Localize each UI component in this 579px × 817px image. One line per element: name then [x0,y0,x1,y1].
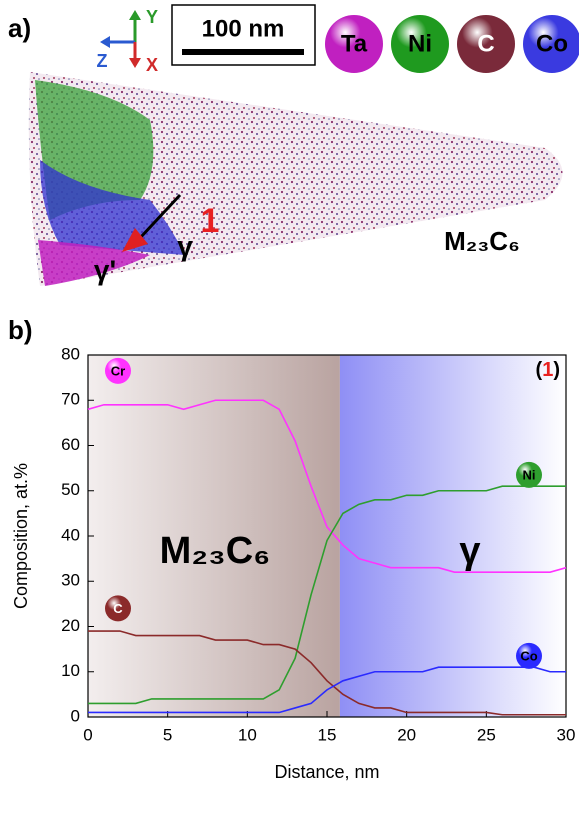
y-tick-label: 0 [71,706,80,725]
panel-label: a) [8,13,31,43]
panel-label: b) [8,315,33,345]
y-tick-label: 80 [61,344,80,363]
y-tick-label: 10 [61,661,80,680]
legend-label: Co [520,648,537,663]
x-tick-label: 20 [397,725,416,744]
x-tick-label: 5 [163,725,172,744]
element-label: Ni [408,30,432,57]
x-tick-label: 15 [318,725,337,744]
element-label: Ta [341,30,368,57]
scale-bar [182,49,304,55]
x-tick-label: 0 [83,725,92,744]
y-tick-label: 50 [61,480,80,499]
figure: a) Y Z X 100 nm Ta Ni C Co 1 γ γ' M₂₃C₆ b) … [0,0,579,817]
element-label: Co [536,30,568,57]
y-tick-label: 30 [61,571,80,590]
x-tick-label: 25 [477,725,496,744]
panel-a: a) Y Z X 100 nm Ta Ni C Co 1 γ γ' M₂₃C₆ [8,5,579,286]
phase-label: γ [459,530,480,572]
x-axis-label: Distance, nm [274,762,379,782]
gamma-label: γ [177,230,193,261]
legend-label: Ni [523,467,536,482]
carbide-label: M₂₃C₆ [444,226,520,256]
y-tick-label: 40 [61,525,80,544]
axis-y-label: Y [146,7,158,27]
legend-label: Cr [111,363,125,378]
x-tick-label: 10 [238,725,257,744]
y-tick-label: 60 [61,435,80,454]
y-tick-label: 70 [61,390,80,409]
phase-label: M₂₃C₆ [160,530,271,572]
axes-icon: Y Z X [97,7,159,75]
x-tick-label: 30 [557,725,576,744]
axis-z-label: Z [97,51,108,71]
annotation: (1) [536,359,560,381]
axis-x-label: X [146,55,158,75]
element-label: C [477,30,494,57]
scale-bar-label: 100 nm [202,15,285,42]
legend-label: C [113,601,123,616]
y-tick-label: 20 [61,616,80,635]
panel-b: b) 0 5 10 15 20 25 30 0 10 20 30 40 50 60 70 80 Distance… [8,315,575,782]
feature-label: 1 [201,202,220,240]
y-axis-label: Composition, at.% [11,463,31,609]
gamma-prime-label: γ' [94,254,116,285]
